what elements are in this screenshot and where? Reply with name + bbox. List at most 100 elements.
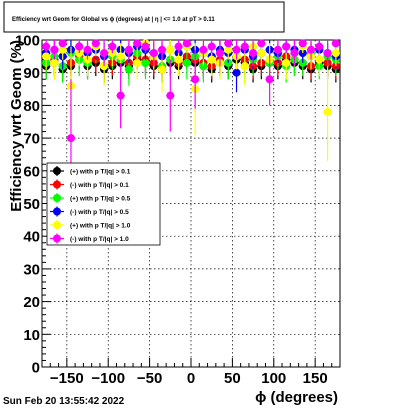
data-point	[249, 49, 258, 58]
data-point	[83, 45, 92, 54]
legend-box	[46, 162, 161, 246]
y-tick-label: 20	[23, 294, 40, 311]
data-series	[42, 39, 340, 197]
data-point	[108, 42, 117, 51]
data-point	[42, 52, 51, 61]
x-tick-label: 100	[261, 370, 286, 387]
data-point	[232, 45, 241, 54]
y-tick-label: 70	[23, 131, 40, 148]
y-tick-label: 50	[23, 196, 40, 213]
legend-label: (-) with p T/|q| > 1.0	[70, 236, 129, 243]
data-point	[50, 45, 59, 54]
data-point	[58, 39, 67, 48]
data-point	[149, 49, 158, 58]
x-tick-label: −50	[137, 370, 162, 387]
data-point	[232, 68, 241, 77]
data-point	[240, 42, 249, 51]
timestamp: Sun Feb 20 13:55:42 2022	[3, 396, 125, 407]
grid-lines	[42, 40, 340, 367]
data-point	[331, 49, 340, 58]
data-point	[224, 39, 233, 48]
data-point	[158, 45, 167, 54]
data-point	[191, 75, 200, 84]
data-point	[141, 42, 150, 51]
data-point	[282, 58, 291, 67]
x-tick-label: 150	[303, 370, 328, 387]
x-axis-title: ϕ (degrees)	[255, 389, 338, 406]
y-axis-title: Efficiency wrt Geom (%)	[8, 40, 25, 212]
data-point	[75, 42, 84, 51]
data-point	[207, 42, 216, 51]
data-point	[50, 58, 59, 67]
y-tick-labels: 0 10 20 30 40 50 60 70 80 90 100	[15, 33, 40, 377]
data-point	[282, 42, 291, 51]
data-point	[240, 62, 249, 71]
data-point	[42, 42, 51, 51]
legend-label: (+) with p T/|q| > 0.1	[70, 169, 131, 176]
y-tick-label: 100	[15, 33, 40, 50]
data-point	[257, 49, 266, 58]
data-point	[273, 45, 282, 54]
series-5	[42, 39, 340, 197]
y-tick-label: 30	[23, 261, 40, 278]
data-point	[265, 75, 274, 84]
data-point	[215, 49, 224, 58]
y-tick-label: 60	[23, 163, 40, 180]
data-point	[100, 49, 109, 58]
data-point	[124, 45, 133, 54]
data-point	[224, 45, 233, 54]
data-point	[116, 52, 125, 61]
data-point	[315, 42, 324, 51]
data-point	[91, 39, 100, 48]
x-tick-label: 50	[224, 370, 241, 387]
legend-marker	[53, 234, 61, 243]
legend-label: (+) with p T/|q| > 0.5	[70, 196, 131, 203]
data-point	[133, 39, 142, 48]
y-tick-label: 10	[23, 327, 40, 344]
data-point	[124, 65, 133, 74]
data-point	[158, 65, 167, 74]
data-point	[174, 42, 183, 51]
y-tick-label: 80	[23, 98, 40, 115]
data-point	[298, 39, 307, 48]
data-point	[307, 45, 316, 54]
data-point	[323, 107, 332, 116]
data-point	[58, 45, 67, 54]
data-point	[66, 134, 75, 143]
x-tick-labels: −150 −100 −50 0 50 100 150	[50, 370, 328, 387]
data-point	[182, 39, 191, 48]
data-point	[290, 49, 299, 58]
legend-label: (-) with p T/|q| > 0.1	[70, 182, 129, 189]
x-tick-label: −150	[50, 370, 84, 387]
data-point	[182, 58, 191, 67]
data-point	[199, 45, 208, 54]
chart-title: Efficiency wrt Geom for Global vs ϕ (deg…	[12, 17, 215, 23]
axis-ticks	[42, 39, 333, 368]
data-point	[207, 55, 216, 64]
data-point	[315, 55, 324, 64]
data-point	[174, 55, 183, 64]
data-point	[166, 91, 175, 100]
data-point	[331, 39, 340, 48]
y-tick-label: 90	[23, 65, 40, 82]
x-tick-label: −100	[91, 370, 125, 387]
data-point	[166, 45, 175, 54]
data-point	[133, 58, 142, 67]
legend-marker	[53, 207, 61, 216]
data-point	[323, 49, 332, 58]
legend-label: (-) with p T/|q| > 0.5	[70, 209, 129, 216]
legend-marker	[53, 180, 61, 189]
y-tick-label: 0	[32, 360, 40, 377]
data-point	[141, 58, 150, 67]
data-point	[257, 39, 266, 48]
legend-marker	[53, 194, 61, 202]
data-point	[116, 91, 125, 100]
x-tick-label: 0	[187, 370, 195, 387]
legend: (+) with p T/|q| > 0.1 (-) with p T/|q| >…	[46, 162, 161, 246]
legend-marker	[53, 167, 61, 175]
y-tick-label: 40	[23, 229, 40, 246]
title-box	[3, 1, 285, 33]
legend-marker	[53, 221, 61, 229]
